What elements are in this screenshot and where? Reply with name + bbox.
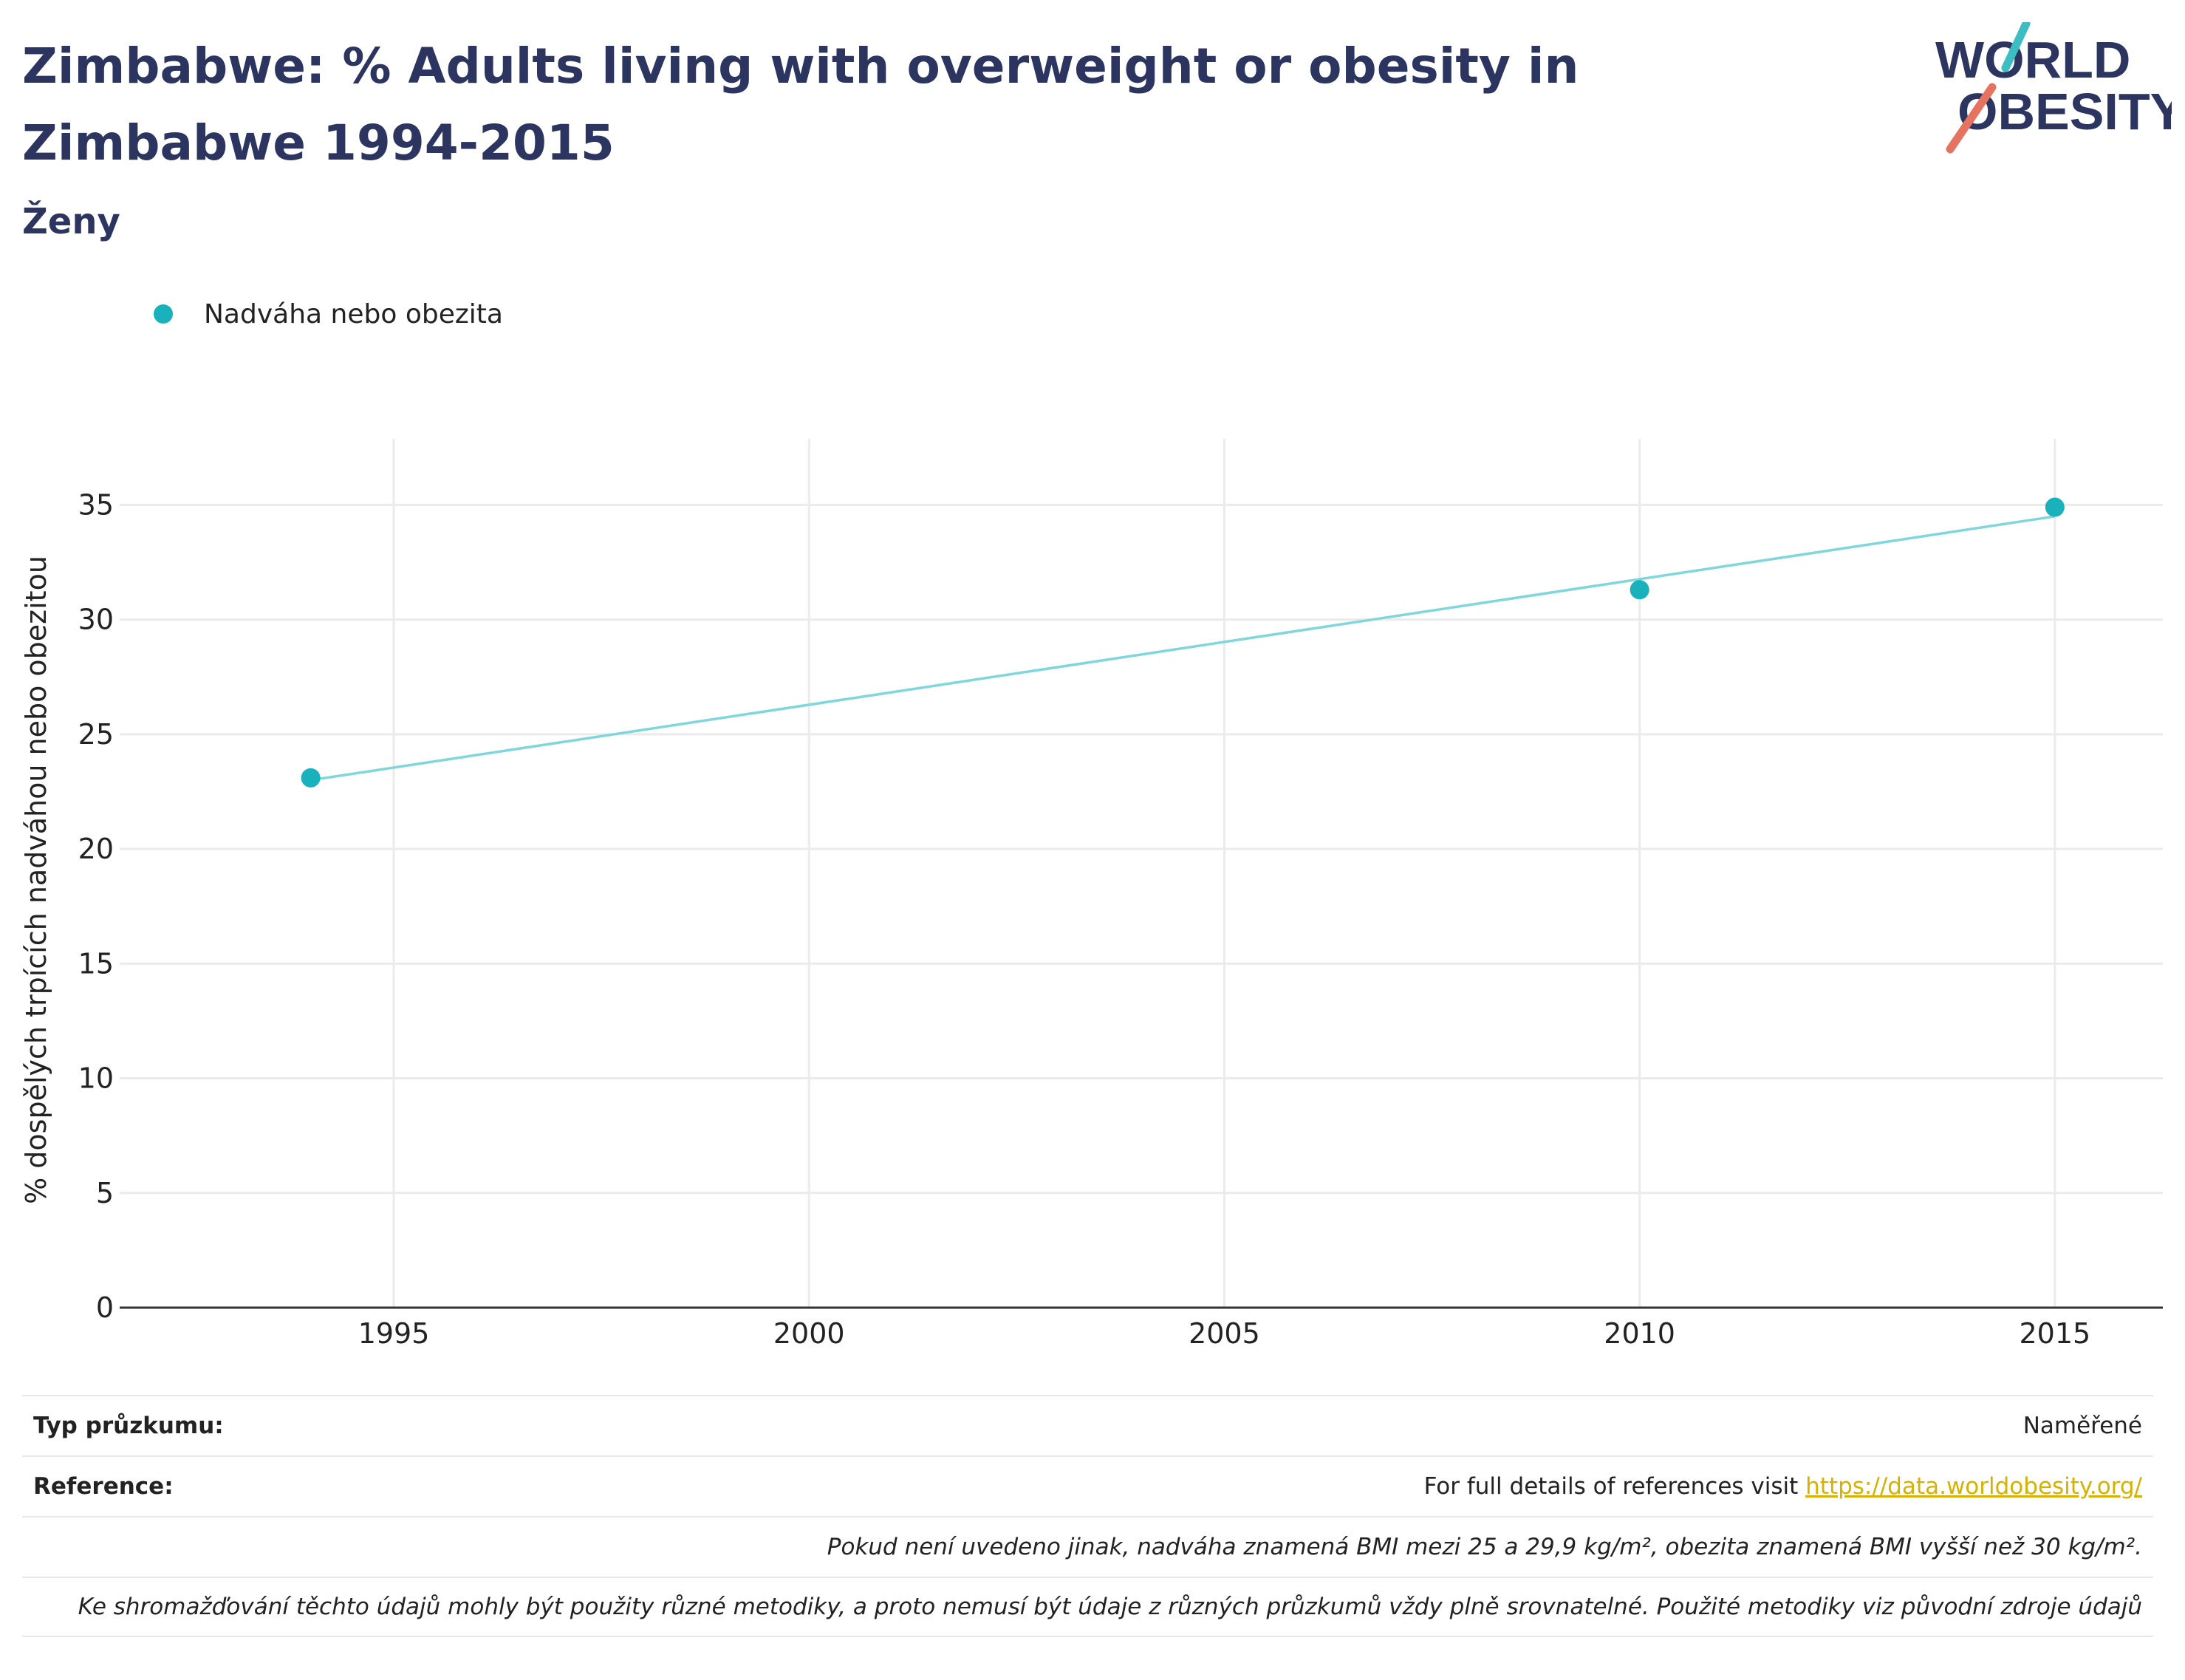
data-point bbox=[2045, 497, 2065, 517]
x-tick-label: 2015 bbox=[2019, 1317, 2090, 1350]
trendline bbox=[310, 515, 2056, 782]
axes: 1995 2000 2005 2010 2015 0 5 10 15 20 25 30 35 bbox=[78, 488, 2163, 1350]
chart-subtitle: Ženy bbox=[22, 201, 120, 242]
survey-type-value: Naměřené bbox=[2022, 1413, 2142, 1439]
reference-text: For full details of references visit bbox=[1423, 1473, 1806, 1500]
chart-legend: Nadváha nebo obezita bbox=[154, 296, 503, 332]
survey-type-label: Typ průzkumu: bbox=[33, 1413, 224, 1439]
y-tick-label: 20 bbox=[78, 833, 114, 865]
x-tick-label: 2010 bbox=[1604, 1317, 1675, 1350]
data-points bbox=[301, 497, 2065, 788]
y-tick-label: 15 bbox=[78, 947, 114, 980]
world-obesity-logo: WORLD OBESITY bbox=[1935, 22, 2172, 154]
y-tick-label: 5 bbox=[96, 1177, 114, 1209]
x-tick-label: 1995 bbox=[358, 1317, 430, 1350]
y-tick-label: 10 bbox=[78, 1062, 114, 1095]
chart-footer: Typ průzkumu: Naměřené Reference: For fu… bbox=[22, 1395, 2153, 1637]
legend-marker bbox=[154, 304, 173, 324]
x-tick-label: 2005 bbox=[1189, 1317, 1260, 1350]
y-axis-label: % dospělých trpících nadváhou nebo obezi… bbox=[20, 556, 52, 1204]
logo-line1: WORLD bbox=[1935, 31, 2130, 89]
reference-value: For full details of references visit htt… bbox=[1424, 1473, 2142, 1500]
legend-label: Nadváha nebo obezita bbox=[204, 298, 503, 329]
x-tick-label: 2000 bbox=[773, 1317, 845, 1350]
reference-link[interactable]: https://data.worldobesity.org/ bbox=[1805, 1473, 2142, 1500]
data-point bbox=[1630, 580, 1649, 600]
y-tick-label: 35 bbox=[78, 488, 114, 521]
y-tick-label: 30 bbox=[78, 604, 114, 636]
logo-teal-slash bbox=[2001, 22, 2031, 72]
data-point bbox=[301, 768, 321, 788]
y-tick-label: 0 bbox=[96, 1291, 114, 1324]
grid-lines bbox=[120, 439, 2163, 1308]
bmi-note-row: Pokud není uvedeno jinak, nadváha znamen… bbox=[22, 1516, 2153, 1577]
bmi-note: Pokud není uvedeno jinak, nadváha znamen… bbox=[827, 1534, 2142, 1560]
reference-label: Reference: bbox=[33, 1473, 174, 1500]
reference-row: Reference: For full details of reference… bbox=[22, 1455, 2153, 1516]
methodology-note: Ke shromažďování těchto údajů mohly být … bbox=[78, 1594, 2142, 1620]
y-tick-label: 25 bbox=[78, 718, 114, 751]
trendline-layer bbox=[310, 515, 2056, 782]
scatter-chart: 1995 2000 2005 2010 2015 0 5 10 15 20 25 30 35 % dos… bbox=[20, 439, 2163, 1350]
survey-type-row: Typ průzkumu: Naměřené bbox=[22, 1395, 2153, 1455]
page-title: Zimbabwe: % Adults living with overweigh… bbox=[22, 38, 1579, 171]
methodology-note-row: Ke shromažďování těchto údajů mohly být … bbox=[22, 1577, 2153, 1637]
logo-coral-slash bbox=[1946, 83, 1997, 154]
